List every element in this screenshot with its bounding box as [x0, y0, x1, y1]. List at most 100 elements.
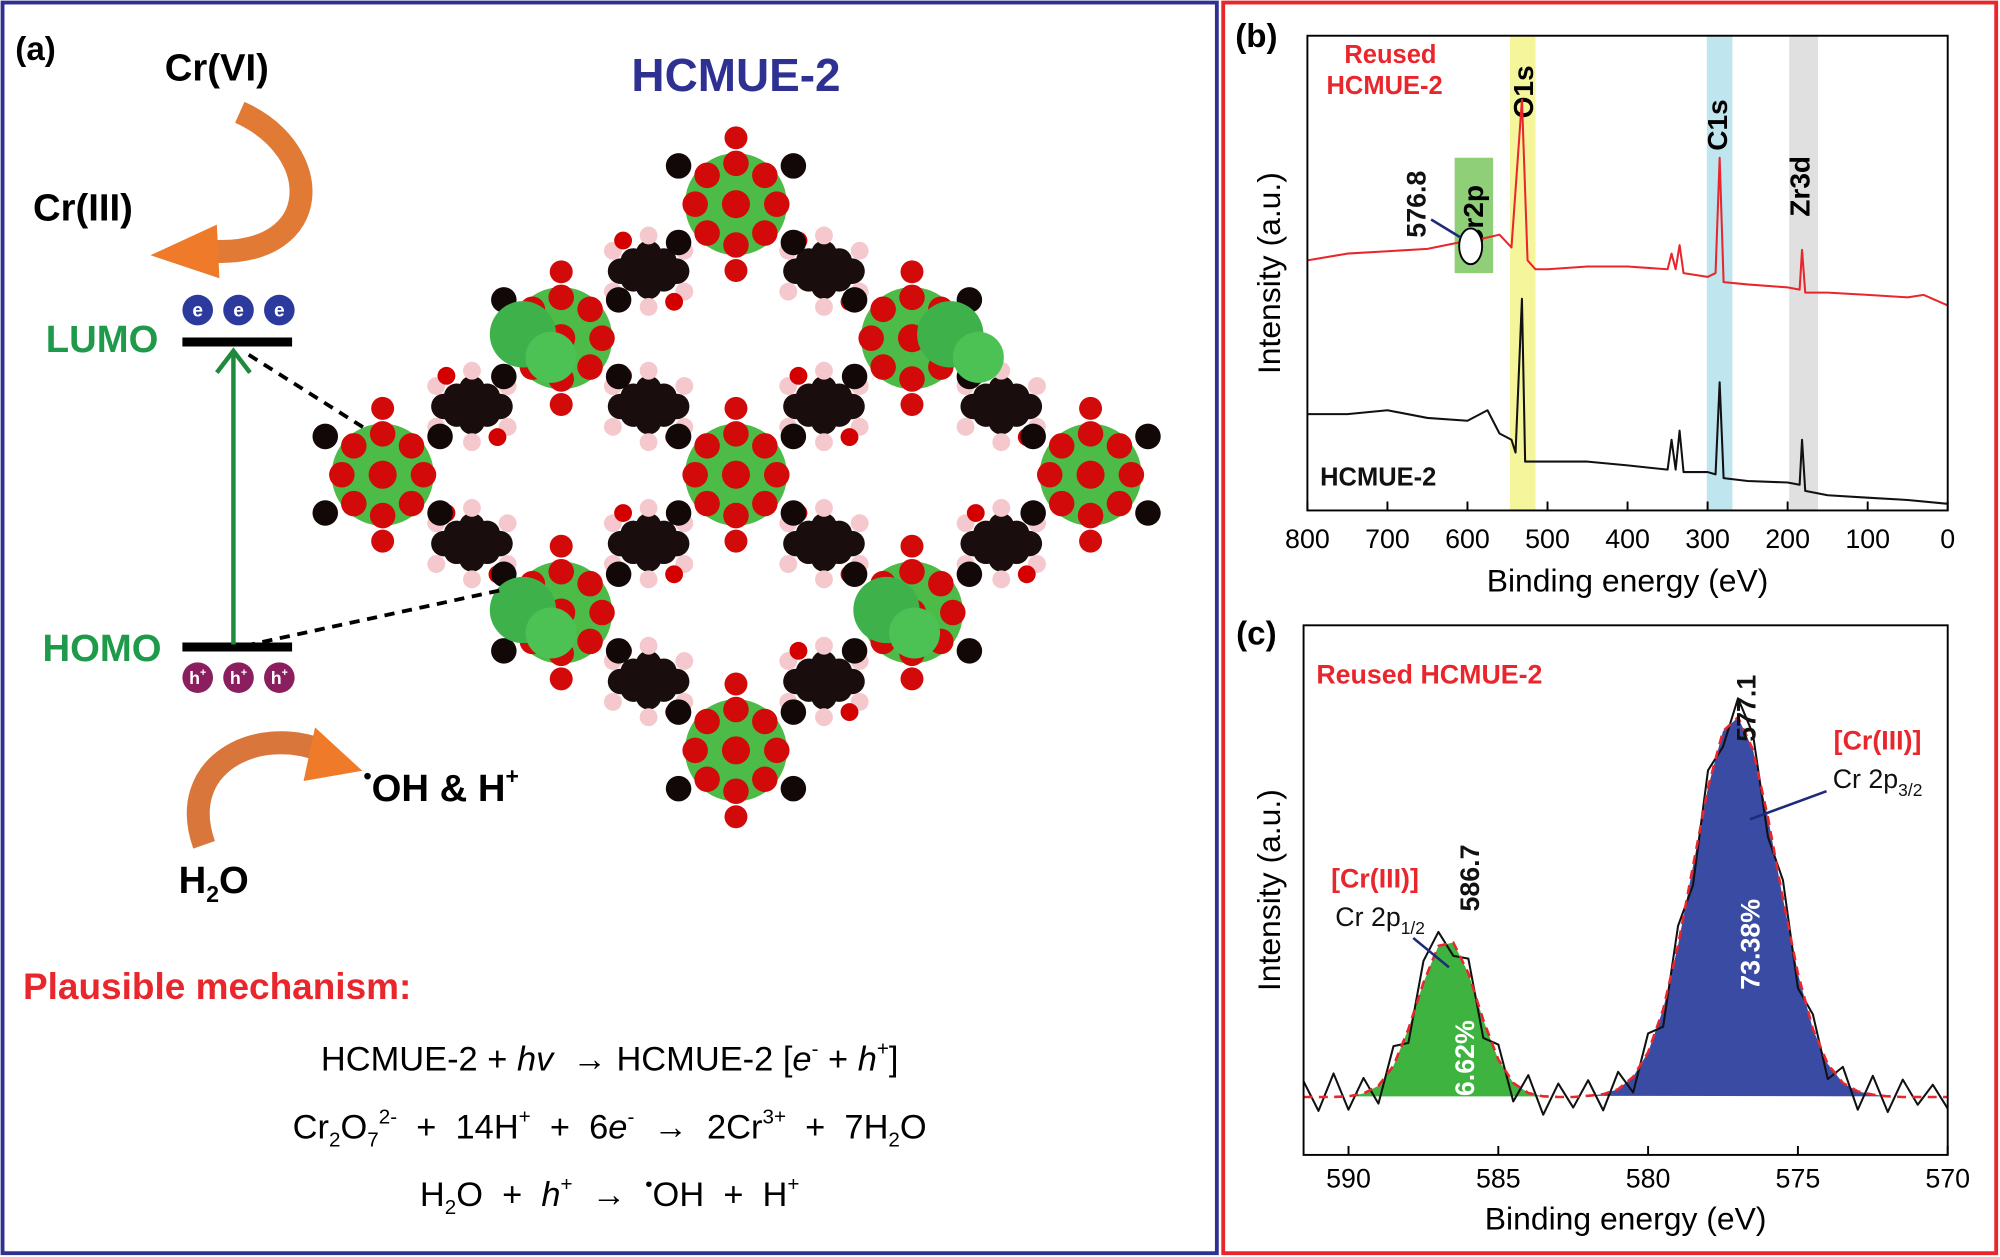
text-part: H [179, 859, 207, 902]
oxygen-atom [682, 737, 708, 764]
carbon-atom [780, 500, 807, 526]
carbon-atom [811, 530, 837, 557]
oxygen-atom [900, 393, 924, 417]
annotation: 73.38% [1736, 899, 1766, 990]
oxygen-atom [724, 672, 748, 696]
hydrogen-atom [956, 417, 975, 436]
mof-structure [312, 126, 1161, 829]
x-tick-label: 200 [1765, 524, 1810, 554]
oxygen-atom [548, 284, 574, 311]
annotation-text: Cr 2p [1335, 902, 1400, 932]
oxygen-atom [614, 231, 633, 250]
text-part: + 6 [531, 1108, 609, 1146]
oxygen-atom [900, 260, 924, 284]
zr-sphere [952, 331, 1004, 383]
zr-sphere [525, 607, 577, 659]
series-label: HCMUE-2 [1320, 463, 1436, 491]
oxygen-atom [721, 190, 750, 219]
band-label: C1s [1702, 99, 1733, 150]
electron-label: e [192, 300, 203, 321]
oxygen-atom [764, 737, 790, 764]
electron-label: e [274, 300, 285, 321]
oxygen-atom [752, 220, 778, 246]
text-part: + [787, 1173, 799, 1196]
text-part: + [818, 1041, 857, 1079]
carbon-atom [839, 258, 865, 284]
oxygen-atom [371, 529, 395, 553]
oxygen-atom [694, 766, 720, 793]
oxygen-atom [549, 534, 573, 558]
hydrogen-atom [639, 498, 658, 517]
oxygen-atom [577, 570, 603, 597]
oxygen-atom [1036, 461, 1063, 488]
band-label: Zr3d [1785, 156, 1816, 217]
carbon-atom [841, 363, 868, 390]
oxygen-atom [723, 502, 749, 529]
text-part: • [645, 1173, 652, 1196]
plot-area [1307, 35, 1948, 511]
equation: H2O + h+ → •OH + H+ [420, 1173, 800, 1219]
carbon-atom [607, 668, 634, 695]
oxygen-atom [752, 708, 778, 735]
oxidation-product: •OH & H+ [364, 763, 519, 810]
hydrogen-atom [850, 241, 869, 260]
carbon-atom [605, 561, 632, 588]
oxygen-atom [764, 191, 790, 217]
carbon-atom [783, 530, 809, 557]
oxygen-atom [723, 232, 749, 258]
energy-band [1706, 35, 1733, 511]
text-part: H [420, 1176, 445, 1214]
hydrogen-atom [639, 226, 658, 245]
band-label: O1s [1508, 65, 1539, 118]
carbon-atom [635, 530, 662, 557]
oxygen-atom [899, 366, 925, 392]
annotation: 26.62% [1450, 1020, 1480, 1111]
carbon-atom [956, 561, 983, 588]
carbon-atom [487, 530, 513, 557]
text-part: + [519, 1105, 531, 1128]
equation: Cr2O72- + 14H+ + 6e- → 2Cr3+ + 7H2O [293, 1105, 927, 1151]
carbon-atom [780, 423, 807, 450]
peak-component [1588, 717, 1888, 1097]
hole-label: h+ [189, 667, 206, 688]
oxygen-atom [437, 366, 456, 385]
oxygen-atom [589, 599, 615, 626]
annotation-text: 576.8 [1401, 171, 1431, 238]
annotation: [Cr(III)] [1834, 726, 1922, 756]
carbon-atom [487, 393, 513, 420]
hydrogen-atom [463, 433, 481, 452]
carbon-atom [459, 393, 485, 420]
text-part: h [271, 668, 282, 688]
x-tick-label: 400 [1605, 524, 1650, 554]
carbon-atom [841, 561, 868, 588]
zr-sphere [889, 607, 941, 659]
hole [264, 662, 295, 693]
hydrogen-atom [639, 297, 658, 316]
x-axis-title: Binding energy (eV) [1485, 1201, 1767, 1237]
oxygen-atom [723, 778, 749, 804]
text-part: • [364, 763, 372, 789]
carbon-atom [459, 530, 485, 557]
oxygen-atom [368, 460, 397, 489]
carbon-atom [607, 258, 634, 284]
oxygen-atom [589, 325, 615, 351]
hydrogen-atom [815, 226, 833, 245]
oxygen-atom [870, 296, 896, 323]
carbon-atom [663, 258, 690, 284]
series-label-line: HCMUE-2 [1327, 72, 1443, 100]
hydrogen-atom [815, 708, 833, 727]
carbon-atom [665, 229, 692, 256]
leader-line [1412, 936, 1450, 969]
hydrogen-atom [498, 514, 517, 533]
electron [264, 294, 295, 326]
carbon-atom [635, 393, 662, 420]
carbon-atom [839, 393, 865, 420]
carbon-atom [960, 393, 986, 420]
oxygen-atom [724, 805, 748, 829]
text-part: h [189, 668, 200, 688]
x-tick-label: 570 [1925, 1164, 1970, 1194]
oxygen-atom [341, 490, 367, 517]
carbon-atom [1016, 393, 1043, 420]
annotation: Cr 2p3/2 [1833, 764, 1923, 800]
carbon-atom [841, 287, 868, 313]
